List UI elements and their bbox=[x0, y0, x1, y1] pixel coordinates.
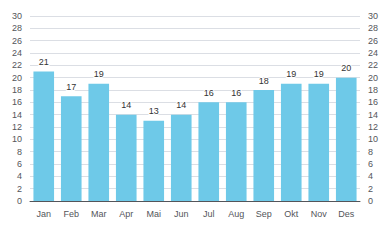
svg-text:Sep: Sep bbox=[256, 209, 272, 219]
svg-text:28: 28 bbox=[368, 23, 378, 33]
svg-text:24: 24 bbox=[368, 48, 378, 58]
svg-text:8: 8 bbox=[17, 147, 22, 157]
svg-text:19: 19 bbox=[286, 69, 296, 79]
svg-text:4: 4 bbox=[368, 171, 373, 181]
svg-text:30: 30 bbox=[368, 11, 378, 21]
svg-text:14: 14 bbox=[12, 110, 22, 120]
svg-text:6: 6 bbox=[368, 159, 373, 169]
svg-text:Aug: Aug bbox=[228, 209, 244, 219]
svg-text:22: 22 bbox=[12, 60, 22, 70]
svg-text:20: 20 bbox=[368, 73, 378, 83]
svg-text:14: 14 bbox=[121, 100, 131, 110]
svg-text:13: 13 bbox=[149, 106, 159, 116]
svg-text:Nov: Nov bbox=[311, 209, 328, 219]
svg-text:12: 12 bbox=[368, 122, 378, 132]
svg-text:Jan: Jan bbox=[36, 209, 51, 219]
svg-text:14: 14 bbox=[176, 100, 186, 110]
svg-text:16: 16 bbox=[12, 97, 22, 107]
svg-text:24: 24 bbox=[12, 48, 22, 58]
svg-text:2: 2 bbox=[368, 184, 373, 194]
svg-text:Jun: Jun bbox=[174, 209, 189, 219]
svg-text:Mar: Mar bbox=[91, 209, 107, 219]
svg-text:Mai: Mai bbox=[146, 209, 161, 219]
svg-text:Apr: Apr bbox=[119, 209, 133, 219]
svg-text:Feb: Feb bbox=[63, 209, 79, 219]
svg-text:20: 20 bbox=[341, 63, 351, 73]
svg-text:Des: Des bbox=[338, 209, 355, 219]
svg-text:16: 16 bbox=[204, 88, 214, 98]
svg-text:18: 18 bbox=[259, 76, 269, 86]
svg-text:18: 18 bbox=[12, 85, 22, 95]
svg-text:17: 17 bbox=[66, 82, 76, 92]
svg-text:Okt: Okt bbox=[284, 209, 299, 219]
svg-text:4: 4 bbox=[17, 171, 22, 181]
svg-text:16: 16 bbox=[231, 88, 241, 98]
svg-text:18: 18 bbox=[368, 85, 378, 95]
svg-text:26: 26 bbox=[12, 36, 22, 46]
svg-text:28: 28 bbox=[12, 23, 22, 33]
svg-text:16: 16 bbox=[368, 97, 378, 107]
svg-text:19: 19 bbox=[94, 69, 104, 79]
svg-text:2: 2 bbox=[17, 184, 22, 194]
svg-text:6: 6 bbox=[17, 159, 22, 169]
svg-text:22: 22 bbox=[368, 60, 378, 70]
svg-text:20: 20 bbox=[12, 73, 22, 83]
svg-text:12: 12 bbox=[12, 122, 22, 132]
svg-text:19: 19 bbox=[314, 69, 324, 79]
svg-text:Jul: Jul bbox=[203, 209, 215, 219]
svg-text:30: 30 bbox=[12, 11, 22, 21]
svg-text:21: 21 bbox=[39, 57, 49, 67]
svg-text:0: 0 bbox=[17, 196, 22, 206]
svg-text:0: 0 bbox=[368, 196, 373, 206]
svg-text:10: 10 bbox=[12, 134, 22, 144]
svg-text:14: 14 bbox=[368, 110, 378, 120]
svg-text:10: 10 bbox=[368, 134, 378, 144]
svg-text:8: 8 bbox=[368, 147, 373, 157]
svg-text:26: 26 bbox=[368, 36, 378, 46]
